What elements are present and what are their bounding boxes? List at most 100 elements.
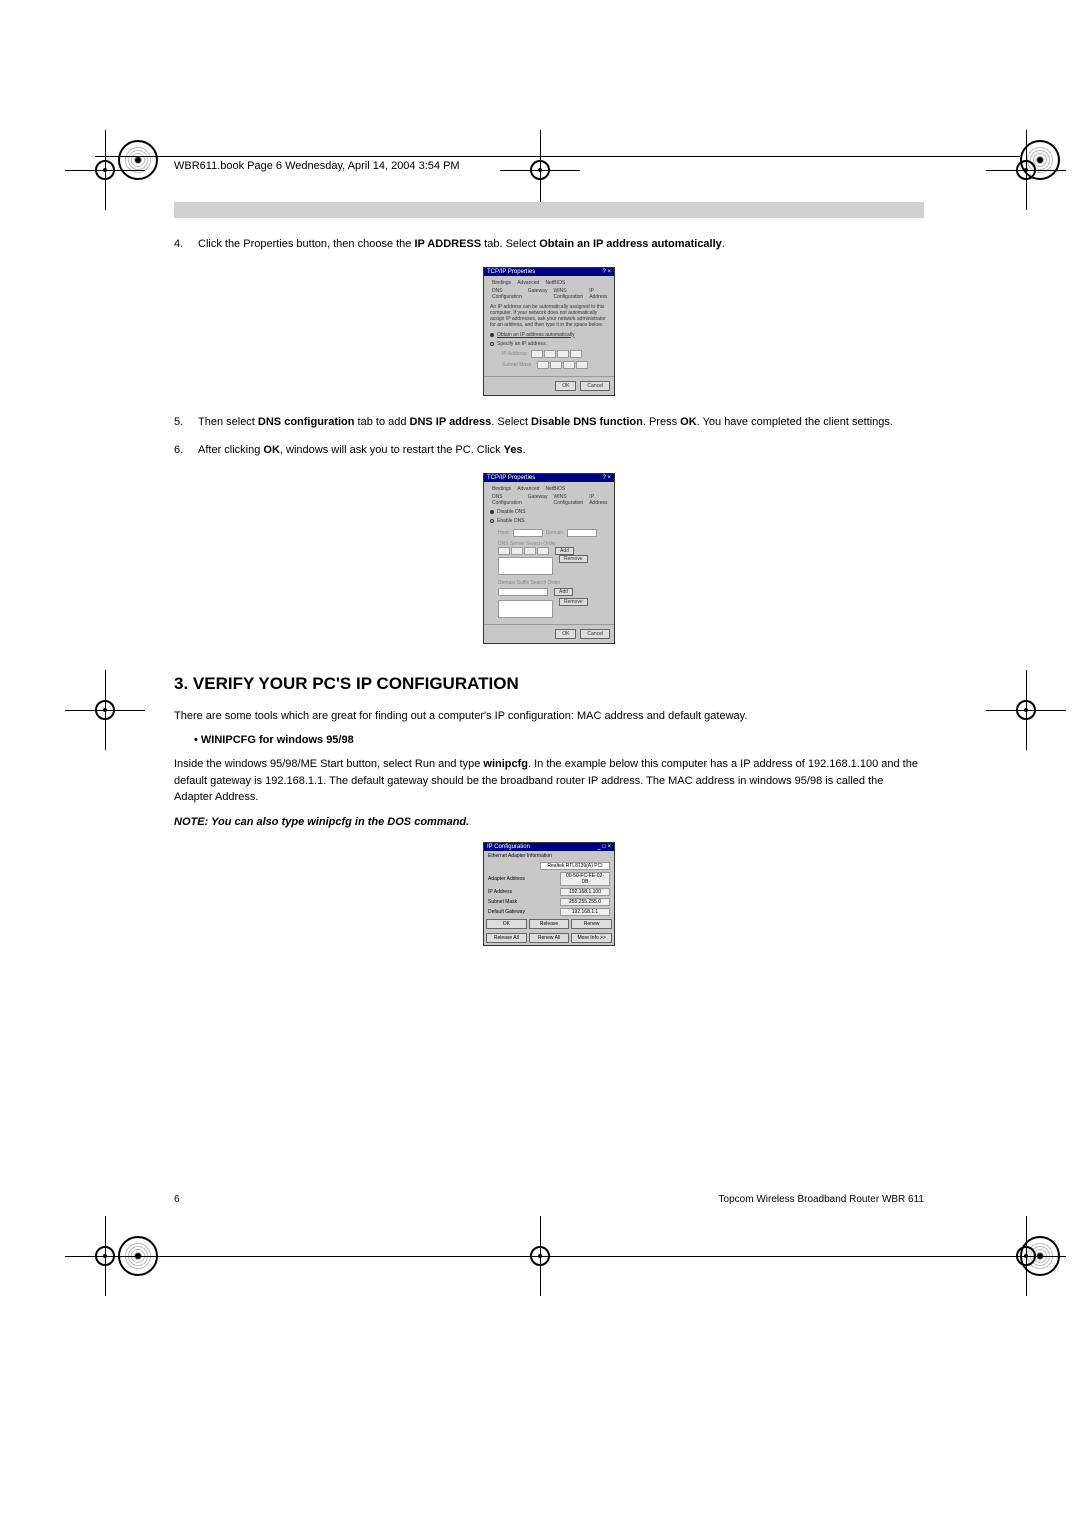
para-pre: Inside the windows 95/98/ME Start button…: [174, 758, 483, 770]
para-bold: winipcfg: [483, 758, 528, 770]
s5-b3: Disable DNS function: [531, 416, 643, 428]
dialog2-tabs-row2: DNS Configuration Gateway WINS Configura…: [490, 494, 608, 506]
radio-enable-label: Enable DNS: [497, 518, 525, 524]
step-4-pre: Click the Properties button, then choose…: [198, 238, 414, 250]
ipconfig-close-icon: _ □ ×: [597, 844, 611, 850]
dialog2-titlebar: TCP/IP Properties ? ×: [484, 474, 614, 482]
radio-specify: Specify an IP address:: [490, 341, 608, 347]
dns-suffix-input: [498, 588, 548, 596]
dialog1-tabs-row1: Bindings Advanced NetBIOS: [490, 280, 608, 286]
ip-address-row: IP Address:: [502, 350, 608, 358]
crop-top-left: [95, 160, 115, 180]
ipc-releaseall-button: Release All: [486, 933, 527, 943]
s5-m3: . Press: [643, 416, 680, 428]
dialog1-cancel-button: Cancel: [580, 381, 610, 391]
ipc-ok-button: OK: [486, 919, 527, 929]
s6-b2: Yes: [504, 444, 523, 456]
radio-dot-icon: [490, 333, 494, 337]
product-name: Topcom Wireless Broadband Router WBR 611: [719, 1194, 924, 1205]
s5-b2: DNS IP address: [410, 416, 492, 428]
s5-b4: OK: [680, 416, 697, 428]
ipc-v3: 255.255.255.0: [560, 898, 610, 906]
s5-post: . You have completed the client settings…: [697, 416, 893, 428]
step-5-text: Then select DNS configuration tab to add…: [198, 414, 924, 431]
dialog2-close-icon: ? ×: [602, 475, 611, 481]
ipc-adapter-row: Adapter Address00-50-FC-FE-02-DB: [484, 871, 614, 887]
s5-b1: DNS configuration: [258, 416, 355, 428]
radio-specify-label: Specify an IP address:: [497, 341, 547, 347]
tcpip-dialog-ipaddress: TCP/IP Properties ? × Bindings Advanced …: [483, 267, 615, 396]
s6-m1: , windows will ask you to restart the PC…: [280, 444, 504, 456]
ipc-l1: Adapter Address: [488, 876, 525, 882]
radio-dot-icon: [490, 342, 494, 346]
tab2-advanced: Advanced: [517, 486, 539, 492]
ipc-renew-button: Renew: [571, 919, 612, 929]
note-text: NOTE: You can also type winipcfg in the …: [174, 816, 924, 828]
step-5: 5. Then select DNS configuration tab to …: [174, 414, 924, 431]
dns-server-list: [498, 557, 553, 575]
step-6-num: 6.: [174, 442, 198, 459]
frame-bottom: [95, 1256, 1020, 1257]
dialog2-cancel-button: Cancel: [580, 629, 610, 639]
tab-advanced: Advanced: [517, 280, 539, 286]
s6-post: .: [523, 444, 526, 456]
ipc-buttons-row2: Release All Renew All More Info >>: [484, 931, 614, 945]
radio-dot-icon: [490, 519, 494, 523]
ipconfig-dialog: IP Configuration _ □ × Ethernet Adapter …: [483, 842, 615, 946]
ipc-subnet-row: Subnet Mask255.255.255.0: [484, 897, 614, 907]
step-4-b2: Obtain an IP address automatically: [539, 238, 722, 250]
page-content: WBR611.book Page 6 Wednesday, April 14, …: [174, 160, 924, 956]
dialog1-helptext: An IP address can be automatically assig…: [490, 304, 608, 328]
s5-pre: Then select: [198, 416, 258, 428]
dialog1-ok-button: OK: [555, 381, 576, 391]
ipc-gateway-row: Default Gateway 192.168.1.1: [484, 907, 614, 917]
section-title: 3. VERIFY YOUR PC'S IP CONFIGURATION: [174, 674, 924, 694]
step-4-mid: tab. Select: [481, 238, 539, 250]
tab2-dns: DNS Configuration: [492, 494, 522, 506]
tab2-ipaddress: IP Address: [589, 494, 607, 506]
dns-add-button: Add: [555, 547, 574, 555]
radio-disable-label: Disable DNS: [497, 509, 526, 515]
step-6-text: After clicking OK, windows will ask you …: [198, 442, 924, 459]
radio-dot-icon: [490, 510, 494, 514]
ip-address-boxes: [531, 350, 582, 358]
radio-obtain-auto: Obtain an IP address automatically: [490, 332, 608, 338]
ip-address-label: IP Address:: [502, 351, 527, 357]
dialog2-tabs-row1: Bindings Advanced NetBIOS: [490, 486, 608, 492]
dns-suffix-add-button: Add: [554, 588, 573, 596]
winipcfg-paragraph: Inside the windows 95/98/ME Start button…: [174, 756, 924, 806]
radio-enable-dns: Enable DNS: [490, 518, 608, 524]
ipc-v2: 192.168.1.100: [560, 888, 610, 896]
dns-domain-label: Domain:: [546, 530, 565, 536]
dialog1-titlebar: TCP/IP Properties ? ×: [484, 268, 614, 276]
tab-bindings: Bindings: [492, 280, 511, 286]
tab2-gateway: Gateway: [528, 494, 548, 506]
ipc-moreinfo-button: More Info >>: [571, 933, 612, 943]
radio-disable-dns: Disable DNS: [490, 509, 608, 515]
step-6: 6. After clicking OK, windows will ask y…: [174, 442, 924, 459]
ipconfig-titlebar: IP Configuration _ □ ×: [484, 843, 614, 851]
bullet-winipcfg: WINIPCFG for windows 95/98: [194, 734, 924, 746]
dns-host-input: [513, 529, 543, 537]
dns-domain-input: [567, 529, 597, 537]
tab-wins: WINS Configuration: [553, 288, 583, 300]
step-4-text: Click the Properties button, then choose…: [198, 236, 924, 253]
tab2-bindings: Bindings: [492, 486, 511, 492]
s5-m1: tab to add: [354, 416, 409, 428]
ipc-buttons-row1: OK Release Renew: [484, 917, 614, 931]
tcpip-dialog-dns: TCP/IP Properties ? × Bindings Advanced …: [483, 473, 615, 644]
crop-mid-left: [95, 700, 115, 720]
dns-ip-boxes: [498, 547, 549, 555]
frame-top: [95, 156, 1020, 157]
ipc-l4: Default Gateway: [488, 909, 525, 915]
reg-mark-tl: [118, 140, 158, 180]
ipc-ip-row: IP Address 192.168.1.100: [484, 887, 614, 897]
ipc-release-button: Release: [529, 919, 570, 929]
subnet-boxes: [537, 361, 588, 369]
s6-pre: After clicking: [198, 444, 263, 456]
step-4-num: 4.: [174, 236, 198, 253]
ipc-renewall-button: Renew All: [529, 933, 570, 943]
s6-b1: OK: [263, 444, 280, 456]
ipc-v4: 192.168.1.1: [560, 908, 610, 916]
ipc-l2: IP Address: [488, 889, 512, 895]
